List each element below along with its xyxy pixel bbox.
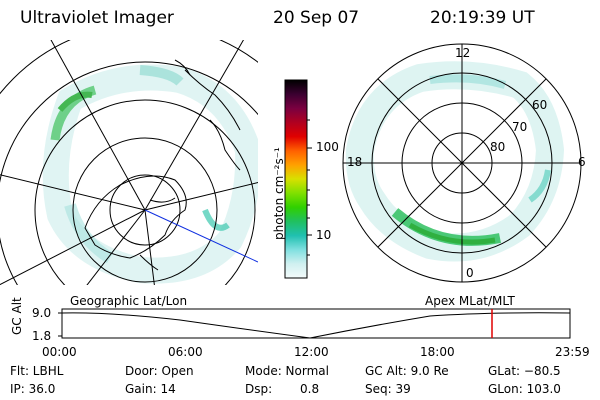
mlat-label-70: 70 [512,120,528,134]
sun-direction-line [144,209,258,263]
timeline-xtick-0000: 00:00 [42,345,77,359]
geo-aurora [42,64,258,284]
altitude-curve [61,312,571,339]
status-door: Door: Open [125,364,194,378]
timeline-xtick-1800: 18:00 [420,345,455,359]
status-dsp-value: 0.8 [300,382,320,396]
status-mode: Mode: Normal [245,364,329,378]
observation-time: 20:19:39 UT [430,8,535,28]
mag-aurora [345,61,565,262]
colorbar-tick-label-100: 100 [316,140,339,154]
geo-coastlines [84,59,241,271]
status-seq: Seq: 39 [365,382,411,396]
timeline-xtick-2359: 23:59 [555,345,590,359]
status-ip: IP: 36.0 [10,382,56,396]
geo-meridians [0,40,258,285]
instrument-title: Ultraviolet Imager [20,8,174,28]
geo-panel-label: Geographic Lat/Lon [70,294,188,308]
mag-map [342,43,582,283]
mlat-label-60: 60 [532,98,548,112]
status-gain: Gain: 14 [125,382,176,396]
mlt-label-6: 6 [578,155,586,169]
geo-lat-circles [0,40,258,285]
mlt-label-0: 0 [466,266,474,280]
colorbar-scale [284,79,308,279]
timeline-xtick-1200: 12:00 [294,345,329,359]
timeline-ylabel: GC Alt [10,297,24,335]
status-glon: GLon: 103.0 [488,382,561,396]
timeline-plot [58,308,571,339]
status-gc-alt: GC Alt: 9.0 Re [365,364,449,378]
status-filter: Flt: LBHL [10,364,64,378]
colorbar [284,79,312,279]
mlt-label-12: 12 [455,46,471,60]
status-dsp: Dsp: [245,382,273,396]
mag-mlt-lines [343,44,581,282]
colorbar-tick-label-10: 10 [316,228,332,242]
timeline-ytick-1: 1.8 [32,329,52,343]
mag-panel-label: Apex MLat/MLT [425,294,515,308]
geo-map [0,40,258,285]
timeline-ytick-9: 9.0 [32,306,52,320]
timeline-frame [61,308,571,339]
mlt-label-18: 18 [347,155,363,169]
observation-date: 20 Sep 07 [273,8,360,28]
status-glat: GLat: −80.5 [488,364,561,378]
colorbar-unit-label: photon cm⁻²s⁻¹ [272,147,286,240]
colorbar-ticks [307,119,312,256]
mlat-label-80: 80 [490,140,506,154]
timeline-xtick-0600: 06:00 [168,345,203,359]
